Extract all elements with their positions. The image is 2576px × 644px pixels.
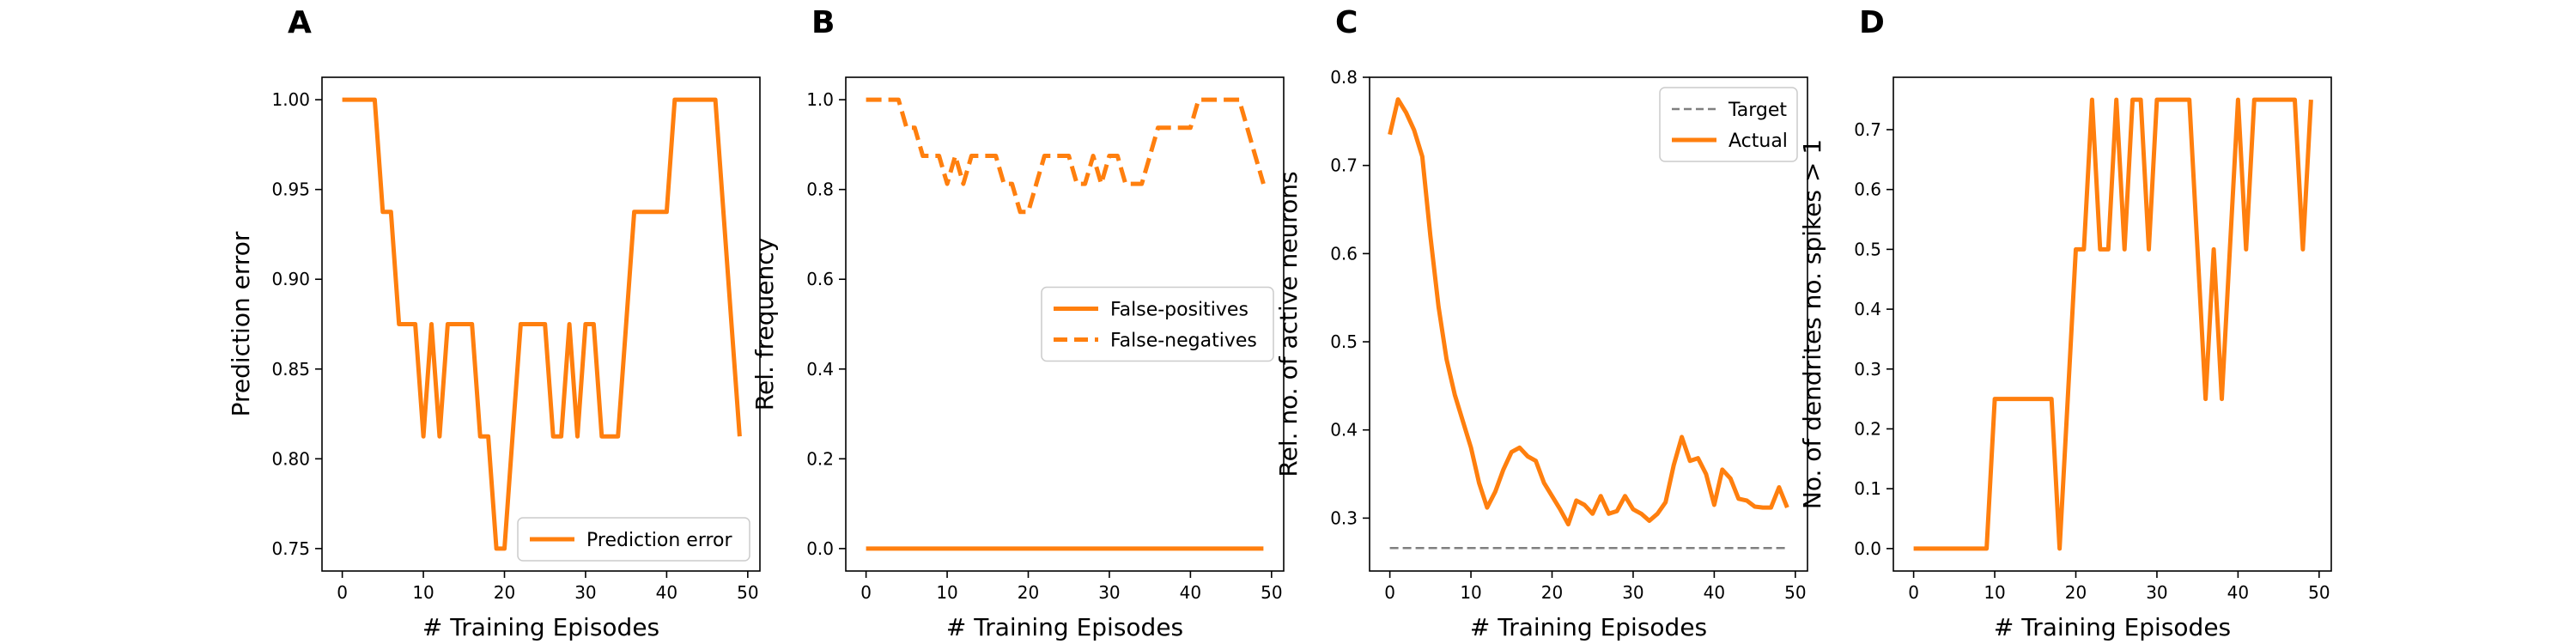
y-tick-label: 0.80 <box>271 448 310 469</box>
x-tick-label: 0 <box>1384 582 1395 603</box>
x-tick-label: 50 <box>737 582 758 603</box>
x-tick-label: 50 <box>2308 582 2330 603</box>
legend-label: Prediction error <box>586 530 732 551</box>
y-tick-label: 0.2 <box>806 448 834 469</box>
x-axis-label: # Training Episodes <box>946 613 1183 641</box>
x-tick-label: 10 <box>1460 582 1481 603</box>
x-tick-label: 10 <box>936 582 957 603</box>
y-axis-label: Rel. no. of active neurons <box>1274 171 1303 477</box>
y-tick-label: 0.2 <box>1854 418 1881 439</box>
x-tick-label: 30 <box>2146 582 2167 603</box>
legend-label: False-positives <box>1110 300 1249 321</box>
axes-frame <box>845 76 1285 572</box>
x-tick-label: 50 <box>1784 582 1806 603</box>
x-tick-label: 10 <box>412 582 434 603</box>
x-tick-label: 20 <box>1018 582 1039 603</box>
x-tick-label: 10 <box>1984 582 2005 603</box>
y-tick-label: 0.7 <box>1854 119 1881 140</box>
legend-label: Target <box>1728 100 1787 121</box>
y-tick-label: 0.8 <box>806 179 834 200</box>
x-tick-label: 0 <box>860 582 872 603</box>
series-line-data <box>1913 97 2313 551</box>
series-line-false-negatives <box>866 97 1266 215</box>
y-tick-label: 1.0 <box>806 89 834 110</box>
x-axis-label: # Training Episodes <box>422 613 659 641</box>
y-tick-label: 0.4 <box>806 359 834 380</box>
x-tick-label: 20 <box>2065 582 2087 603</box>
y-tick-label: 0.5 <box>1330 331 1358 352</box>
legend: False-positives False-negatives <box>1041 286 1274 362</box>
x-tick-label: 30 <box>574 582 596 603</box>
x-tick-label: 40 <box>2227 582 2249 603</box>
x-tick-label: 20 <box>494 582 515 603</box>
y-tick-label: 0.95 <box>271 179 310 200</box>
y-tick-label: 0.4 <box>1854 299 1881 319</box>
x-tick-label: 30 <box>1098 582 1120 603</box>
y-tick-label: 0.7 <box>1330 155 1358 176</box>
y-tick-label: 0.85 <box>271 359 310 380</box>
x-tick-label: 50 <box>1261 582 1282 603</box>
x-tick-label: 0 <box>337 582 348 603</box>
y-tick-label: 0.6 <box>806 269 834 289</box>
x-tick-label: 20 <box>1541 582 1563 603</box>
y-tick-label: 0.6 <box>1330 243 1358 264</box>
panel-letter: D <box>1859 5 1885 40</box>
y-tick-label: 0.5 <box>1854 239 1881 259</box>
y-tick-label: 0.90 <box>271 269 310 289</box>
y-tick-label: 0.3 <box>1330 507 1358 528</box>
x-tick-label: 0 <box>1908 582 1919 603</box>
axes-frame <box>1893 76 2332 572</box>
panel-letter: A <box>288 5 312 40</box>
y-tick-label: 1.00 <box>271 89 310 110</box>
x-tick-label: 40 <box>1704 582 1725 603</box>
y-axis-label: Rel. frequency <box>750 238 779 410</box>
y-axis-label: Prediction error <box>227 231 255 416</box>
series-line-actual <box>1388 97 1789 527</box>
y-tick-label: 0.3 <box>1854 359 1881 380</box>
series-line-prediction-error <box>342 97 742 551</box>
y-tick-label: 0.8 <box>1330 67 1358 88</box>
legend-box <box>1659 87 1798 162</box>
x-tick-label: 30 <box>1622 582 1643 603</box>
legend-label: False-negatives <box>1110 331 1257 352</box>
y-tick-label: 0.0 <box>806 538 834 559</box>
chart-panel-c: C 0 10 20 30 40 50 0.3 0.4 0.5 0.6 0.7 0.8 # Training… <box>1274 5 1808 641</box>
legend: Prediction error <box>517 517 750 562</box>
legend-box <box>517 517 750 562</box>
y-axis-label: No. of dendrites no. spikes > 1 <box>1798 139 1826 509</box>
x-axis-label: # Training Episodes <box>1994 613 2231 641</box>
panel-letter: B <box>811 5 835 40</box>
y-tick-label: 0.4 <box>1330 420 1358 440</box>
x-axis-label: # Training Episodes <box>1470 613 1707 641</box>
y-tick-label: 0.0 <box>1854 538 1881 559</box>
y-tick-label: 0.6 <box>1854 179 1881 200</box>
chart-panel-b: B 0 10 20 30 40 50 0.0 0.2 0.4 0.6 0.8 1.0 # Training… <box>750 5 1285 641</box>
x-tick-label: 40 <box>1180 582 1201 603</box>
chart-panel-d: D 0 10 20 30 40 50 0.0 0.1 0.2 0.3 0.4 0.5 0.6 0.7 # Tr… <box>1798 5 2332 641</box>
y-tick-label: 0.1 <box>1854 478 1881 499</box>
y-tick-label: 0.75 <box>271 538 310 559</box>
panel-letter: C <box>1335 5 1358 40</box>
legend: Target Actual <box>1659 87 1798 162</box>
legend-label: Actual <box>1728 131 1788 152</box>
axes-frame <box>321 76 761 572</box>
x-tick-label: 40 <box>656 582 677 603</box>
legend-box <box>1041 286 1274 362</box>
chart-panel-a: A 0 10 20 30 40 50 0.75 0.80 0.85 0.90 0.95 1.00 # Tr… <box>227 5 761 641</box>
axes-frame <box>1369 76 1808 572</box>
